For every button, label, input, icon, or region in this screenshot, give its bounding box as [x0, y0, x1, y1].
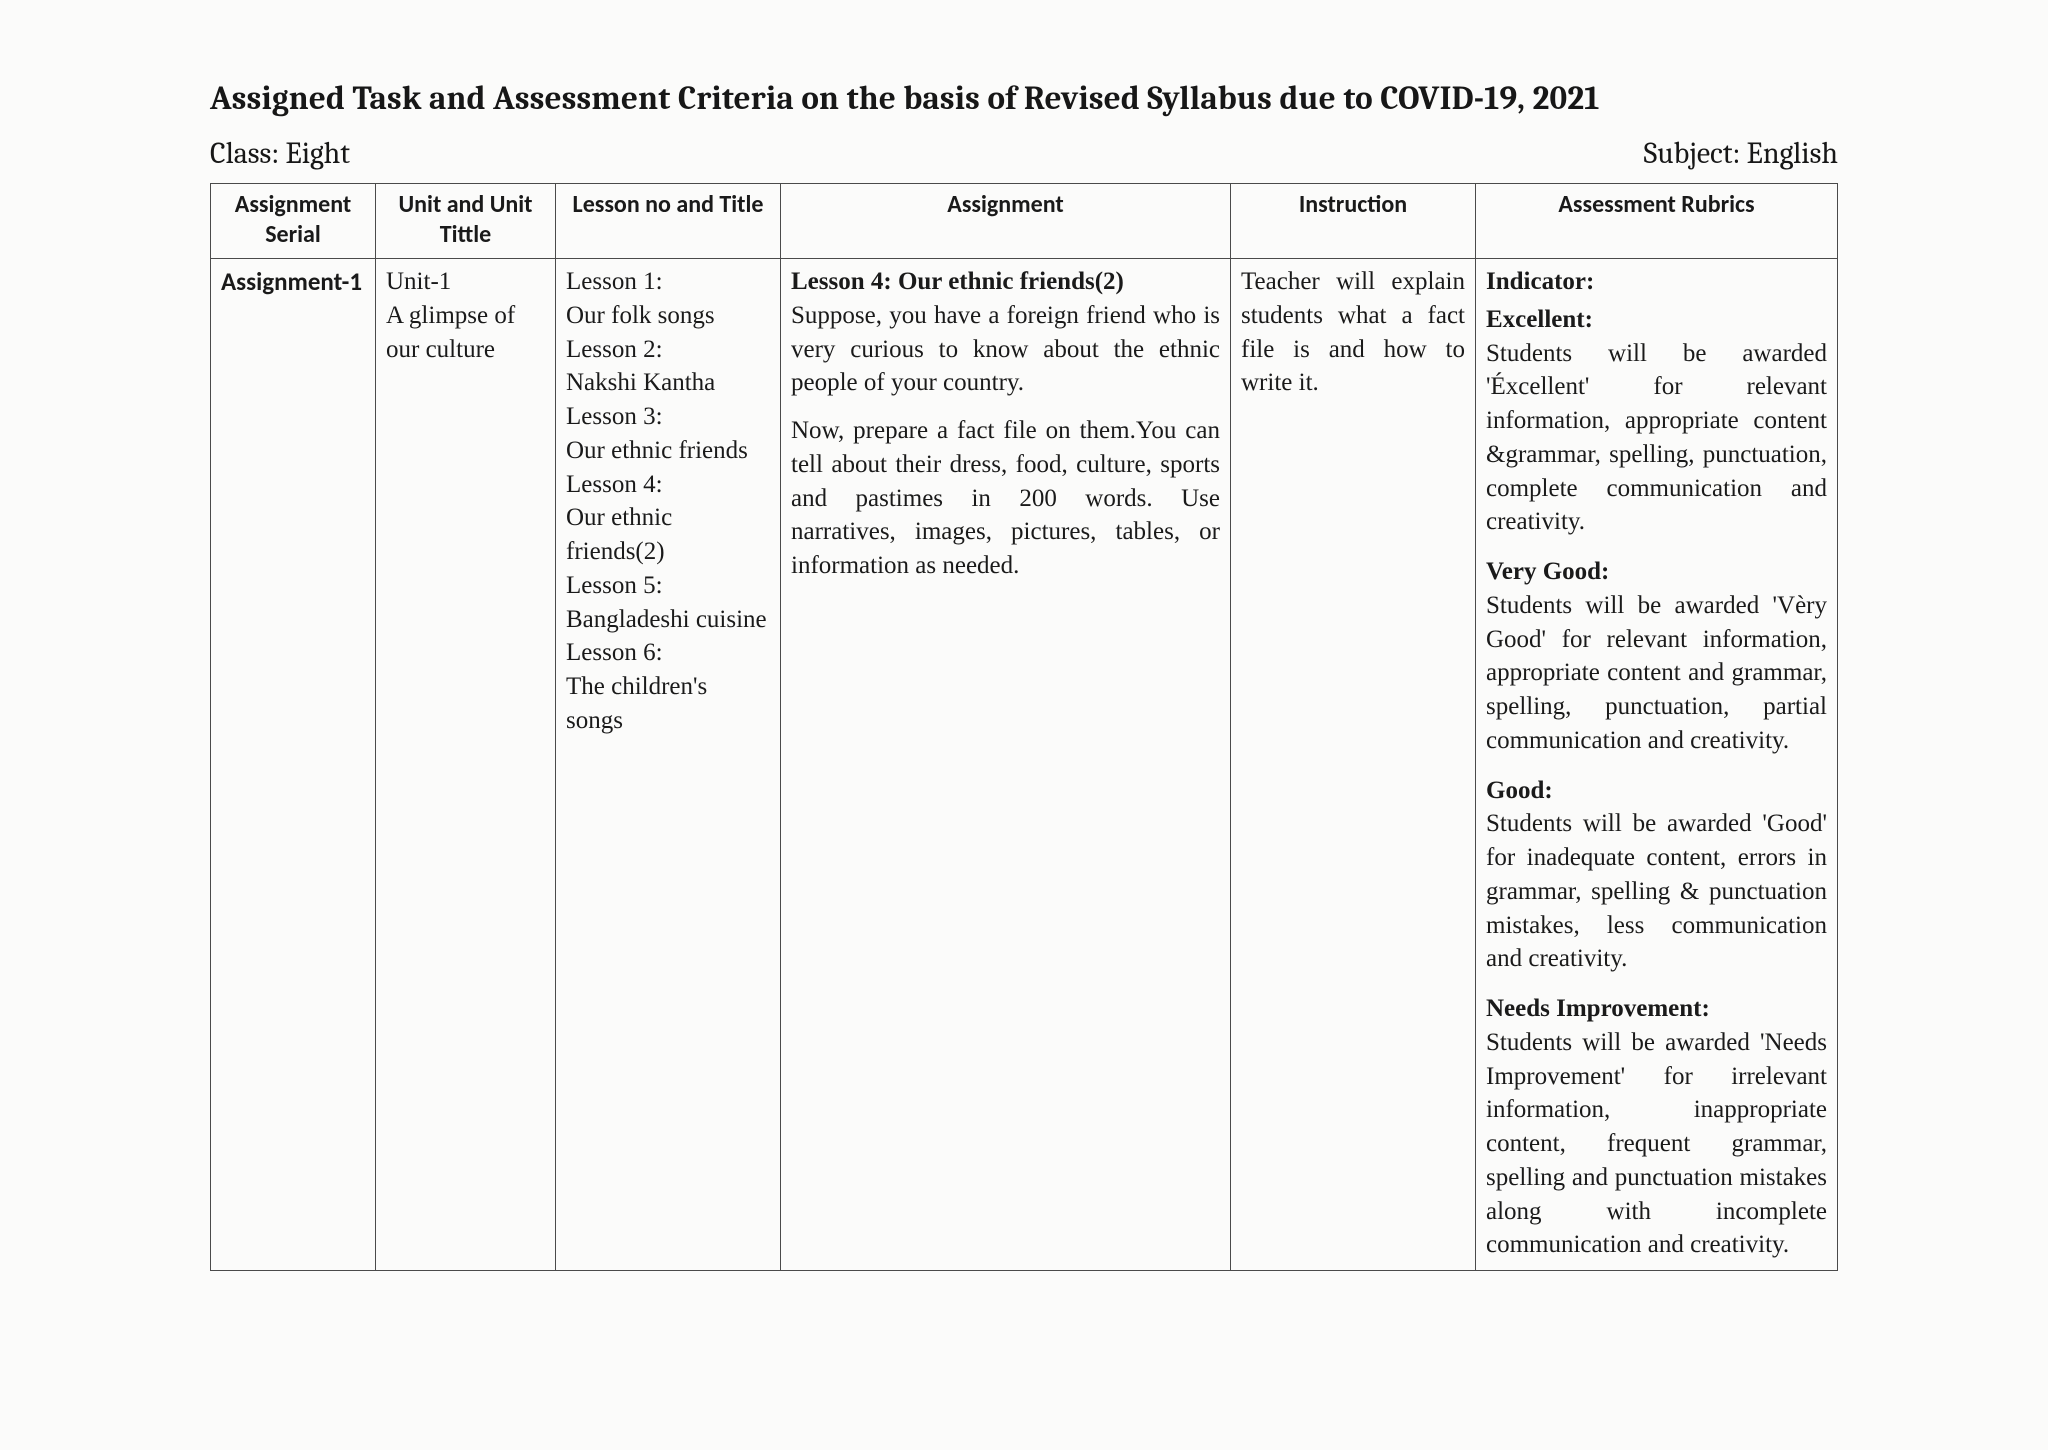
- table-header-row: Assignment Serial Unit and Unit Tittle L…: [211, 184, 1838, 259]
- rubric-level-label: Good:: [1486, 774, 1827, 808]
- assignment-paragraph: Suppose, you have a foreign friend who i…: [791, 302, 1220, 397]
- unit-title: A glimpse of our culture: [386, 302, 515, 363]
- indicator-label: Indicator:: [1486, 265, 1827, 299]
- cell-instruction: Teacher will explain students what a fac…: [1231, 259, 1476, 1271]
- serial-value: Assignment-1: [221, 266, 362, 297]
- rubric-level-label: Very Good:: [1486, 555, 1827, 589]
- lesson-no: Lesson 5:: [566, 569, 770, 603]
- rubric-level-text: Students will be awarded 'Éxcellent' for…: [1486, 340, 1827, 536]
- lesson-no: Lesson 4:: [566, 468, 770, 502]
- lesson-title: Our folk songs: [566, 299, 770, 333]
- lesson-title: Our ethnic friends: [566, 434, 770, 468]
- rubric-level-text: Students will be awarded 'Vèry Good' for…: [1486, 592, 1827, 754]
- subhead-row: Class: Eight Subject: English: [210, 136, 1838, 171]
- cell-unit: Unit-1 A glimpse of our culture: [376, 259, 556, 1271]
- col-header-rubrics: Assessment Rubrics: [1476, 184, 1838, 259]
- table-row: Assignment-1 Unit-1 A glimpse of our cul…: [211, 259, 1838, 1271]
- lesson-no: Lesson 1:: [566, 265, 770, 299]
- col-header-serial: Assignment Serial: [211, 184, 376, 259]
- page-title: Assigned Task and Assessment Criteria on…: [210, 80, 1838, 118]
- col-header-lesson: Lesson no and Title: [556, 184, 781, 259]
- rubric-level-text: Students will be awarded 'Needs Improvem…: [1486, 1029, 1827, 1259]
- lesson-no: Lesson 3:: [566, 400, 770, 434]
- assignment-heading: Lesson 4: Our ethnic friends(2): [791, 268, 1124, 295]
- page-container: Assigned Task and Assessment Criteria on…: [0, 0, 2048, 1271]
- rubric-level-label: Needs Improvement:: [1486, 992, 1827, 1026]
- col-header-instruction: Instruction: [1231, 184, 1476, 259]
- class-label: Class: Eight: [210, 136, 350, 171]
- lesson-title: The children's songs: [566, 670, 770, 738]
- lesson-no: Lesson 2:: [566, 333, 770, 367]
- col-header-unit: Unit and Unit Tittle: [376, 184, 556, 259]
- cell-lessons: Lesson 1: Our folk songs Lesson 2: Naksh…: [556, 259, 781, 1271]
- instruction-text: Teacher will explain students what a fac…: [1241, 268, 1465, 396]
- assignment-paragraph: Now, prepare a fact file on them.You can…: [791, 414, 1220, 583]
- cell-rubrics: Indicator: Excellent: Students will be a…: [1476, 259, 1838, 1271]
- subject-label: Subject: English: [1644, 136, 1838, 171]
- assessment-table: Assignment Serial Unit and Unit Tittle L…: [210, 183, 1838, 1271]
- rubric-level-label: Excellent:: [1486, 303, 1827, 337]
- rubric-level-text: Students will be awarded 'Good' for inad…: [1486, 810, 1827, 972]
- lesson-no: Lesson 6:: [566, 636, 770, 670]
- col-header-assignment: Assignment: [781, 184, 1231, 259]
- lesson-title: Nakshi Kantha: [566, 366, 770, 400]
- unit-no: Unit-1: [386, 268, 451, 295]
- lesson-title: Our ethnic friends(2): [566, 501, 770, 569]
- lesson-title: Bangladeshi cuisine: [566, 603, 770, 637]
- cell-serial: Assignment-1: [211, 259, 376, 1271]
- cell-assignment: Lesson 4: Our ethnic friends(2) Suppose,…: [781, 259, 1231, 1271]
